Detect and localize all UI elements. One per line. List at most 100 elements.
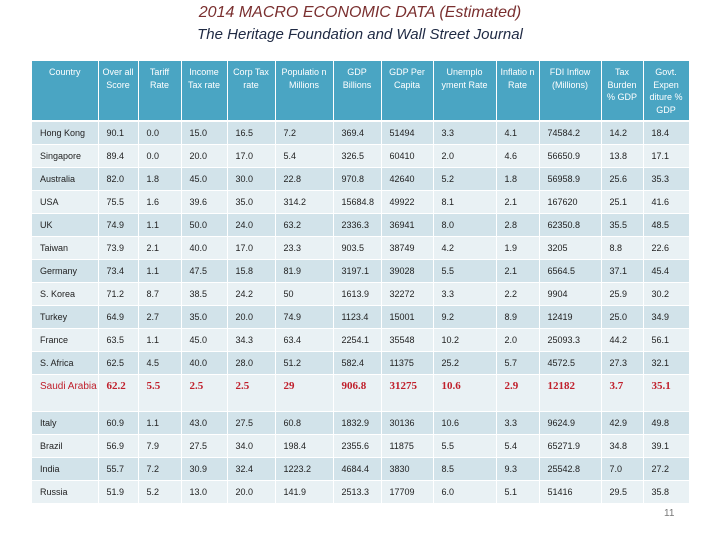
value-cell: 1.8: [496, 167, 540, 191]
value-cell: 56.1: [643, 328, 690, 352]
value-cell: 56650.9: [539, 144, 602, 168]
value-cell: 1613.9: [333, 282, 382, 306]
value-cell: 30136: [381, 411, 434, 435]
value-cell: 24.0: [227, 213, 276, 237]
value-cell: 167620: [539, 190, 602, 214]
column-header: Populatio n Millions: [275, 61, 334, 122]
value-cell: 64.9: [98, 305, 139, 329]
value-cell: 22.8: [275, 167, 334, 191]
value-cell: 39.1: [643, 434, 690, 458]
value-cell: 13.8: [601, 144, 644, 168]
value-cell: 42640: [381, 167, 434, 191]
value-cell: 15.8: [227, 259, 276, 283]
value-cell: 89.4: [98, 144, 139, 168]
value-cell: 17.0: [227, 236, 276, 260]
value-cell: 74584.2: [539, 121, 602, 145]
column-header: GDP Per Capita: [381, 61, 434, 122]
value-cell: 369.4: [333, 121, 382, 145]
value-cell: 35.3: [643, 167, 690, 191]
value-cell: 44.2: [601, 328, 644, 352]
value-cell: 25542.8: [539, 457, 602, 481]
column-header: Country: [32, 61, 99, 122]
country-cell: India: [32, 457, 99, 481]
value-cell: 3830: [381, 457, 434, 481]
value-cell: 27.2: [643, 457, 690, 481]
value-cell: 43.0: [181, 411, 228, 435]
value-cell: 56.9: [98, 434, 139, 458]
value-cell: 198.4: [275, 434, 334, 458]
table-row: India 55.7 7.2 30.9 32.4 1223.2 4684.4 3830 8.5 9…: [32, 457, 690, 481]
value-cell: 20.0: [227, 305, 276, 329]
value-cell: 10.2: [433, 328, 497, 352]
value-cell: 1.1: [138, 259, 182, 283]
value-cell: 2.7: [138, 305, 182, 329]
column-header: Tariff Rate: [138, 61, 182, 122]
table-row: Singapore 89.4 0.0 20.0 17.0 5.4 326.5 60410 2.0…: [32, 144, 690, 168]
column-header: Over all Score: [98, 61, 139, 122]
value-cell: 0.0: [138, 144, 182, 168]
country-cell: Turkey: [32, 305, 99, 329]
value-cell: 63.2: [275, 213, 334, 237]
value-cell: 326.5: [333, 144, 382, 168]
value-cell: 5.5: [433, 259, 497, 283]
value-cell: 49.8: [643, 411, 690, 435]
value-cell: 1.1: [138, 411, 182, 435]
country-cell: Saudi Arabia: [32, 374, 99, 412]
value-cell: 27.5: [181, 434, 228, 458]
value-cell: 50.0: [181, 213, 228, 237]
value-cell: 6.0: [433, 480, 497, 504]
value-cell: 25.0: [601, 305, 644, 329]
value-cell: 55.7: [98, 457, 139, 481]
value-cell: 28.0: [227, 351, 276, 375]
value-cell: 45.4: [643, 259, 690, 283]
value-cell: 16.5: [227, 121, 276, 145]
value-cell: 5.1: [496, 480, 540, 504]
table-header-row: Country Over all Score Tariff Rate Income T…: [32, 61, 690, 122]
country-cell: UK: [32, 213, 99, 237]
value-cell: 2.2: [496, 282, 540, 306]
value-cell: 32.1: [643, 351, 690, 375]
value-cell: 41.6: [643, 190, 690, 214]
value-cell: 13.0: [181, 480, 228, 504]
value-cell: 5.4: [275, 144, 334, 168]
value-cell: 314.2: [275, 190, 334, 214]
table-row: Russia 51.9 5.2 13.0 20.0 141.9 2513.3 17709 6.0…: [32, 480, 690, 504]
value-cell: 0.0: [138, 121, 182, 145]
column-header: Income Tax rate: [181, 61, 228, 122]
value-cell: 60.8: [275, 411, 334, 435]
value-cell: 51416: [539, 480, 602, 504]
value-cell: 35.0: [181, 305, 228, 329]
table-row: Italy 60.9 1.1 43.0 27.5 60.8 1832.9 30136 10.6 3…: [32, 411, 690, 435]
value-cell: 50: [275, 282, 334, 306]
value-cell: 51494: [381, 121, 434, 145]
value-cell: 38.5: [181, 282, 228, 306]
value-cell: 82.0: [98, 167, 139, 191]
value-cell: 141.9: [275, 480, 334, 504]
value-cell: 18.4: [643, 121, 690, 145]
value-cell: 1.1: [138, 328, 182, 352]
value-cell: 34.9: [643, 305, 690, 329]
value-cell: 42.9: [601, 411, 644, 435]
value-cell: 15001: [381, 305, 434, 329]
country-cell: Hong Kong: [32, 121, 99, 145]
value-cell: 5.2: [433, 167, 497, 191]
value-cell: 4.2: [433, 236, 497, 260]
value-cell: 25.2: [433, 351, 497, 375]
value-cell: 11375: [381, 351, 434, 375]
value-cell: 29: [275, 374, 334, 412]
value-cell: 11875: [381, 434, 434, 458]
value-cell: 4684.4: [333, 457, 382, 481]
value-cell: 35.5: [601, 213, 644, 237]
value-cell: 45.0: [181, 328, 228, 352]
value-cell: 9904: [539, 282, 602, 306]
slide-title: 2014 MACRO ECONOMIC DATA (Estimated): [198, 4, 522, 21]
value-cell: 5.5: [433, 434, 497, 458]
value-cell: 10.6: [433, 411, 497, 435]
value-cell: 8.0: [433, 213, 497, 237]
value-cell: 12419: [539, 305, 602, 329]
column-header: GDP Billions: [333, 61, 382, 122]
value-cell: 15.0: [181, 121, 228, 145]
table-row: S. Korea 71.2 8.7 38.5 24.2 50 1613.9 32272 3.3 2…: [32, 282, 690, 306]
value-cell: 90.1: [98, 121, 139, 145]
value-cell: 74.9: [98, 213, 139, 237]
